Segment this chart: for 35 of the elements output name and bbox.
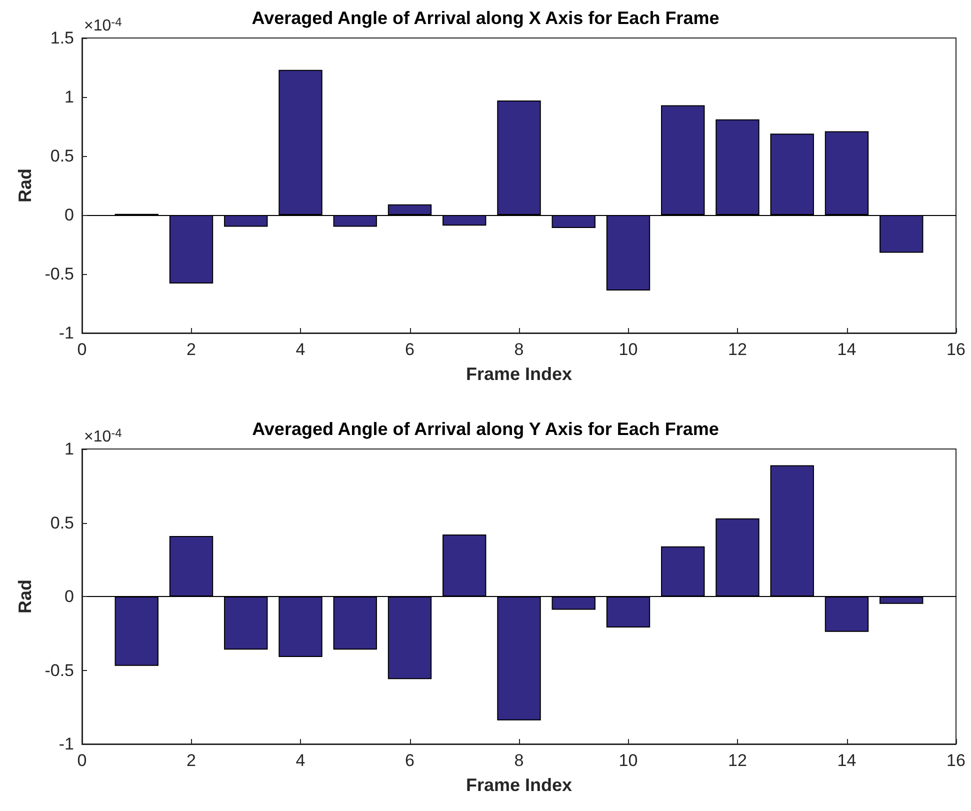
x-tick-label: 16 [946,751,966,770]
x-tick-label: 14 [837,340,856,359]
y-tick-label: 0.5 [50,146,74,166]
y-tick-label: 0.5 [50,513,74,532]
x-tick-label: 2 [186,751,196,770]
x-tick-label: 16 [946,340,966,359]
x-tick-label: 2 [186,340,196,359]
x-tick-label: 0 [77,751,87,770]
x-tick-label: 8 [514,340,524,359]
y-tick-label: -1 [58,324,74,342]
x-tick-label: 12 [728,751,747,770]
chart-title: Averaged Angle of Arrival along Y Axis for Each Frame [252,419,719,439]
x-axis-title: Frame Index [466,364,572,384]
x-tick-label: 10 [618,340,638,359]
y-tick-label: -0.5 [44,660,74,680]
x-tick-label: 8 [514,751,524,770]
y-tick-label: 1 [64,440,74,458]
y-axis-title: Rad [14,168,35,203]
y-axis-title: Rad [14,579,35,614]
chart-title: Averaged Angle of Arrival along X Axis for Each Frame [252,8,720,28]
y-tick-label: 0 [64,587,74,606]
x-tick-label: 10 [618,751,638,770]
y-tick-label: 0 [64,206,74,224]
x-axis-title: Frame Index [466,775,572,795]
y-tick-label: -0.5 [44,264,74,284]
x-tick-label: 6 [405,340,414,359]
x-tick-label: 0 [77,340,87,359]
y-tick-label: 1.5 [50,28,74,48]
x-tick-label: 12 [728,340,747,359]
x-tick-label: 4 [296,751,306,770]
x-tick-label: 6 [405,751,414,770]
y-tick-label: 1 [64,88,74,106]
y-tick-label: -1 [58,734,74,754]
x-tick-label: 4 [296,340,306,359]
x-tick-label: 14 [837,751,856,770]
